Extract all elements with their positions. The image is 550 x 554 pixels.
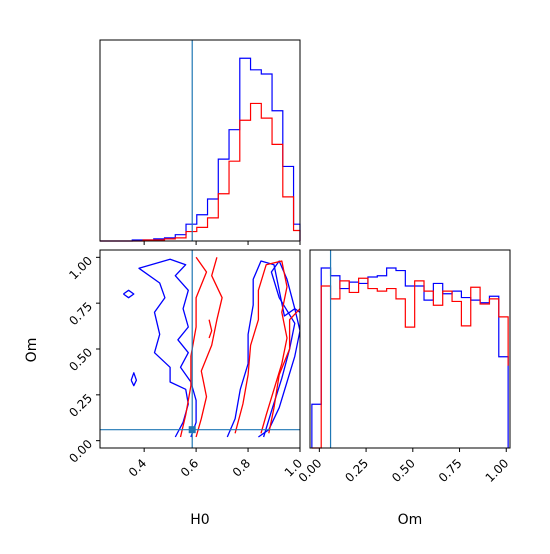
hist-om-series-blue (311, 267, 509, 448)
hist-om-xtick-label-0: 0.00 (296, 456, 325, 485)
panel-hist-h0 (99, 39, 301, 245)
hist-h0-frame (99, 39, 301, 242)
hist-om-xtick-label-1: 0.25 (342, 456, 371, 485)
contour-xtick-label-0: 0.4 (126, 456, 149, 479)
hist-om-series-red (311, 277, 509, 449)
contour-ytick-label-2: 0.50 (66, 345, 95, 374)
hist-h0-series-red (100, 102, 301, 242)
contour-xtick-label-1: 0.6 (178, 456, 201, 479)
xlabel-om: Om (398, 512, 423, 528)
contour-blue-3 (123, 289, 135, 299)
contour-red-1 (179, 256, 208, 438)
hist-om-xtick-label-4: 1.00 (483, 456, 512, 485)
contour-blue-4 (130, 372, 138, 387)
contour-ytick-label-0: 0.00 (66, 437, 95, 466)
xlabel-h0: H0 (190, 512, 209, 528)
panel-contour-h0-om: 0.4 0.6 0.8 1.00.000.250.500.751.00 (66, 249, 305, 480)
hist-om-xtick-label-3: 0.75 (436, 456, 465, 485)
hist-h0-series-blue (100, 57, 301, 242)
hist-om-xtick-label-2: 0.50 (389, 456, 418, 485)
contour-xtick-label-2: 0.8 (230, 456, 253, 479)
contour-bg (100, 250, 300, 448)
contour-blue-0 (138, 258, 197, 438)
hist-om-frame (309, 249, 511, 449)
contour-red-4 (208, 319, 213, 339)
contour-blue-2 (262, 260, 300, 438)
contour-ytick-label-4: 1.00 (66, 254, 95, 283)
panel-hist-om: 0.00 0.25 0.50 0.75 1.00 (296, 249, 512, 485)
contour-truth-marker (188, 426, 196, 434)
contour-ytick-label-1: 0.25 (66, 391, 95, 420)
contour-blue-1 (226, 260, 300, 438)
contour-lines (123, 256, 300, 438)
contour-red-3 (268, 308, 300, 434)
ylabel-om: Om (24, 338, 40, 363)
contour-ytick-label-3: 0.75 (66, 299, 95, 328)
contour-red-0 (195, 257, 223, 438)
contour-red-2 (234, 260, 288, 434)
